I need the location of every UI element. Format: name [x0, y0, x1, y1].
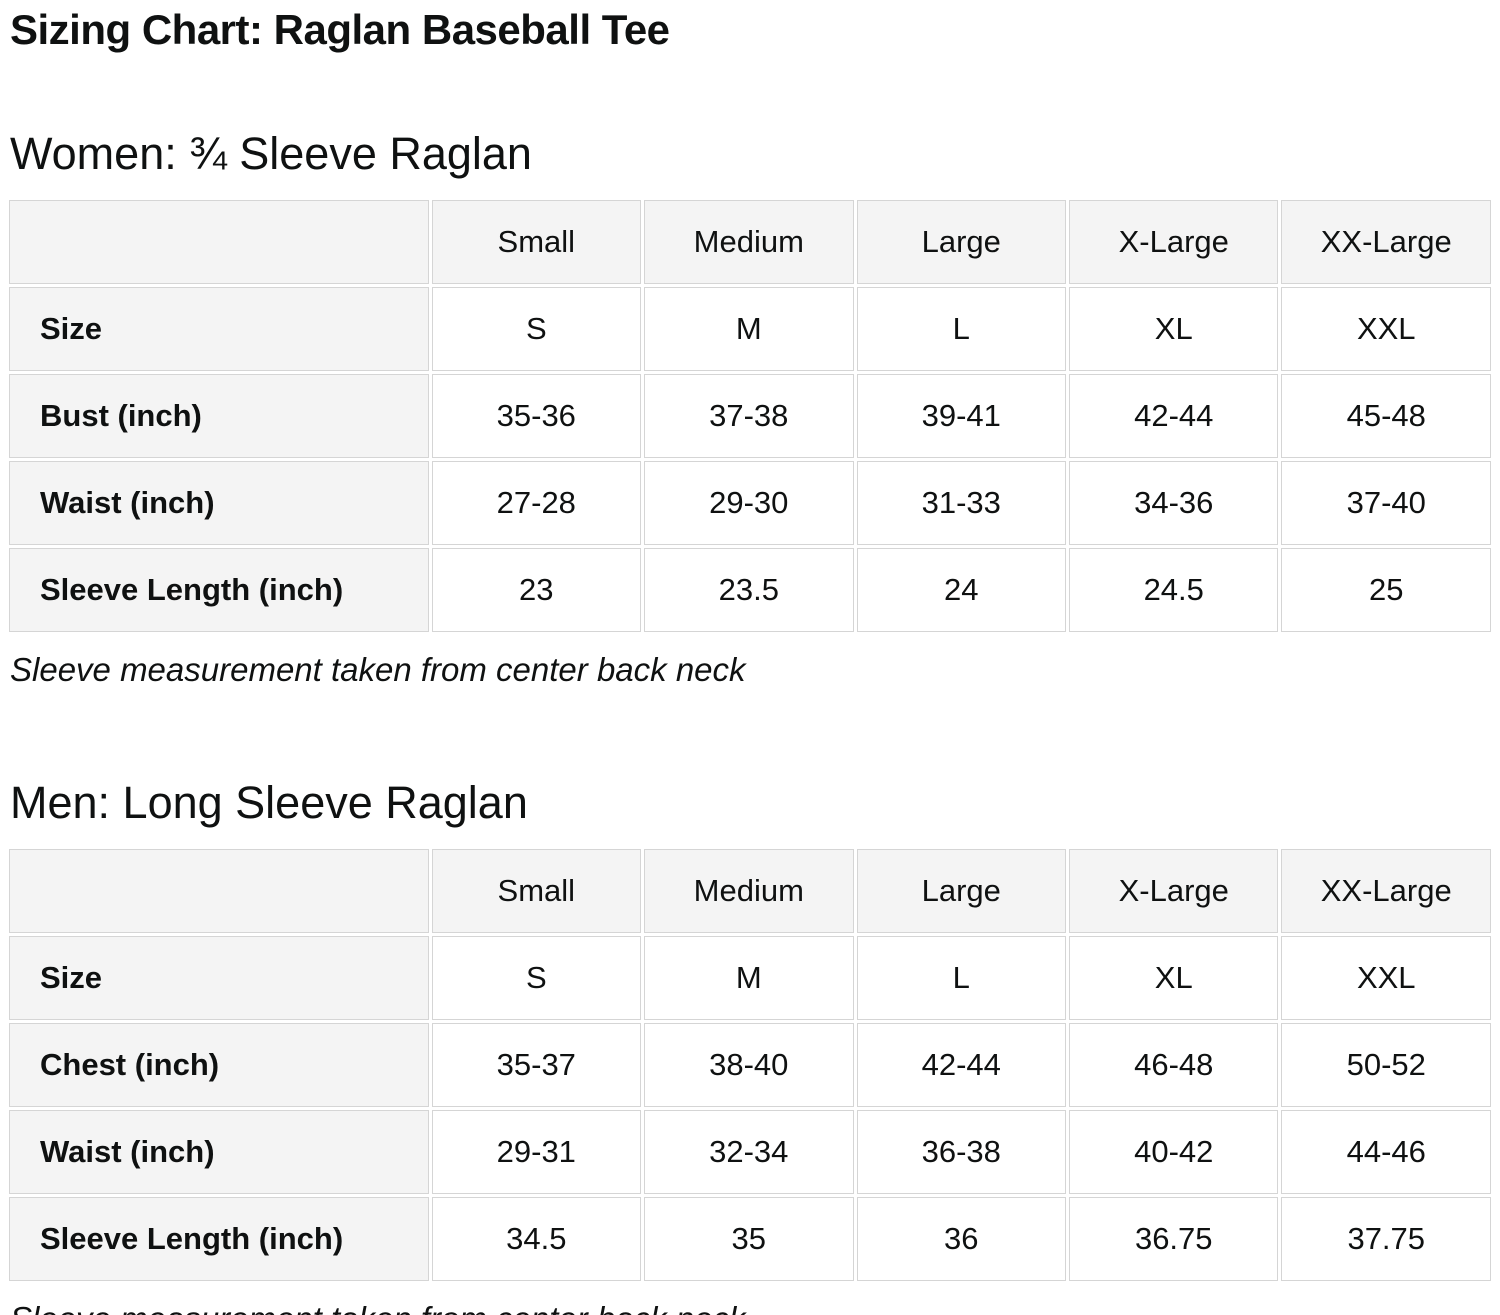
table-cell: M — [644, 936, 854, 1020]
table-cell: 45-48 — [1281, 374, 1491, 458]
table-cell: 42-44 — [1069, 374, 1279, 458]
table-cell: 35 — [644, 1197, 854, 1281]
men-header-small: Small — [431, 849, 642, 933]
men-section-heading: Men: Long Sleeve Raglan — [10, 777, 528, 828]
row-label: Chest (inch) — [9, 1023, 429, 1107]
men-row-waist: Waist (inch) 29-31 32-34 36-38 40-42 44-… — [9, 1110, 1491, 1194]
row-label: Sleeve Length (inch) — [9, 548, 429, 632]
table-cell: XL — [1069, 287, 1279, 371]
row-label: Sleeve Length (inch) — [9, 1197, 429, 1281]
table-cell: 40-42 — [1069, 1110, 1279, 1194]
table-cell: 38-40 — [644, 1023, 854, 1107]
table-cell: 24.5 — [1069, 548, 1279, 632]
table-cell: L — [856, 287, 1066, 371]
table-cell: S — [431, 936, 642, 1020]
men-header-corner-cell — [9, 849, 429, 933]
row-label: Size — [9, 287, 429, 371]
table-cell: 36.75 — [1069, 1197, 1279, 1281]
women-header-x-large: X-Large — [1069, 200, 1279, 284]
row-label: Bust (inch) — [9, 374, 429, 458]
men-row-chest: Chest (inch) 35-37 38-40 42-44 46-48 50-… — [9, 1023, 1491, 1107]
table-cell: 25 — [1281, 548, 1491, 632]
women-row-size: Size S M L XL XXL — [9, 287, 1491, 371]
women-table-note: Sleeve measurement taken from center bac… — [10, 651, 746, 688]
table-cell: 35-37 — [431, 1023, 642, 1107]
table-cell: 36-38 — [856, 1110, 1066, 1194]
men-header-row: Small Medium Large X-Large XX-Large — [9, 849, 1491, 933]
table-cell: 29-31 — [431, 1110, 642, 1194]
women-section-heading: Women: ¾ Sleeve Raglan — [10, 128, 532, 179]
women-header-corner-cell — [9, 200, 429, 284]
table-cell: 46-48 — [1069, 1023, 1279, 1107]
table-cell: 27-28 — [431, 461, 642, 545]
men-row-sleeve-length: Sleeve Length (inch) 34.5 35 36 36.75 37… — [9, 1197, 1491, 1281]
women-row-bust: Bust (inch) 35-36 37-38 39-41 42-44 45-4… — [9, 374, 1491, 458]
men-table-note: Sleeve measurement taken from center bac… — [10, 1300, 1494, 1315]
men-header-large: Large — [856, 849, 1066, 933]
table-cell: 34.5 — [431, 1197, 642, 1281]
table-cell: 37-40 — [1281, 461, 1491, 545]
women-size-table: Small Medium Large X-Large XX-Large Size… — [6, 197, 1494, 635]
row-label: Waist (inch) — [9, 461, 429, 545]
women-header-large: Large — [856, 200, 1066, 284]
men-row-size: Size S M L XL XXL — [9, 936, 1491, 1020]
table-cell: M — [644, 287, 854, 371]
men-size-table: Small Medium Large X-Large XX-Large Size… — [6, 846, 1494, 1284]
table-cell: 42-44 — [856, 1023, 1066, 1107]
men-header-medium: Medium — [644, 849, 854, 933]
section-women: Women: ¾ Sleeve Raglan Small Medium Larg… — [6, 128, 1494, 689]
women-row-waist: Waist (inch) 27-28 29-30 31-33 34-36 37-… — [9, 461, 1491, 545]
table-cell: 24 — [856, 548, 1066, 632]
table-cell: XXL — [1281, 287, 1491, 371]
row-label: Size — [9, 936, 429, 1020]
women-row-sleeve-length: Sleeve Length (inch) 23 23.5 24 24.5 25 — [9, 548, 1491, 632]
table-cell: 31-33 — [856, 461, 1066, 545]
women-header-medium: Medium — [644, 200, 854, 284]
table-cell: 34-36 — [1069, 461, 1279, 545]
table-cell: 50-52 — [1281, 1023, 1491, 1107]
table-cell: 39-41 — [856, 374, 1066, 458]
table-cell: 36 — [856, 1197, 1066, 1281]
table-cell: 37.75 — [1281, 1197, 1491, 1281]
page-title: Sizing Chart: Raglan Baseball Tee — [10, 6, 670, 53]
table-cell: 23.5 — [644, 548, 854, 632]
men-header-x-large: X-Large — [1069, 849, 1279, 933]
table-cell: XL — [1069, 936, 1279, 1020]
row-label: Waist (inch) — [9, 1110, 429, 1194]
table-cell: 44-46 — [1281, 1110, 1491, 1194]
women-header-xx-large: XX-Large — [1281, 200, 1491, 284]
table-cell: 37-38 — [644, 374, 854, 458]
table-cell: L — [856, 936, 1066, 1020]
table-cell: S — [431, 287, 642, 371]
table-cell: XXL — [1281, 936, 1491, 1020]
table-cell: 32-34 — [644, 1110, 854, 1194]
women-header-small: Small — [431, 200, 642, 284]
table-cell: 23 — [431, 548, 642, 632]
women-header-row: Small Medium Large X-Large XX-Large — [9, 200, 1491, 284]
table-cell: 29-30 — [644, 461, 854, 545]
table-cell: 35-36 — [431, 374, 642, 458]
section-men: Men: Long Sleeve Raglan Small Medium Lar… — [6, 777, 1494, 1315]
men-header-xx-large: XX-Large — [1281, 849, 1491, 933]
